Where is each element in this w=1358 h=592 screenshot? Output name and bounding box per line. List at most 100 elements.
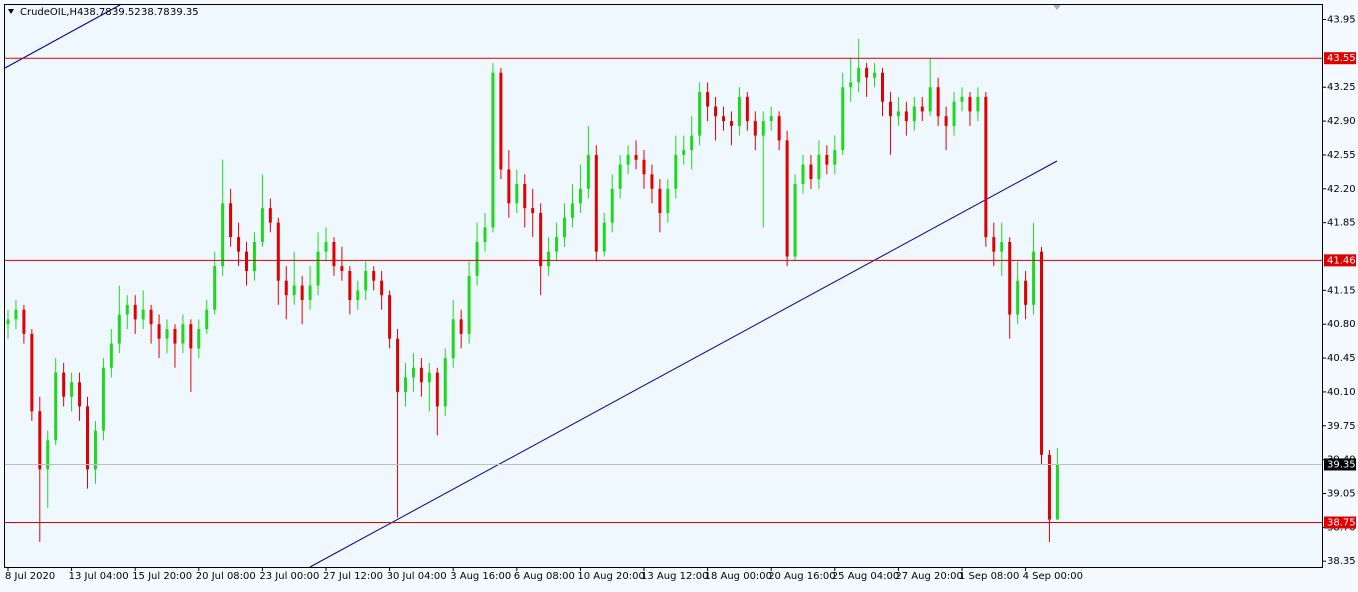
candle-body [912, 106, 916, 122]
x-tick-label: 15 Jul 20:00 [132, 571, 192, 582]
candle-body [690, 135, 694, 151]
candle-body [22, 309, 26, 334]
candle-body [237, 237, 241, 252]
y-tick-label: 39.05 [1327, 488, 1356, 499]
y-tick-label: 43.25 [1327, 82, 1356, 93]
candle-body [86, 406, 89, 470]
candle-body [896, 111, 900, 117]
y-tick-label: 43.95 [1327, 15, 1356, 26]
candle-body [626, 154, 630, 165]
candle-body [515, 183, 519, 204]
candle-body [825, 154, 829, 165]
candle-body [1032, 251, 1036, 305]
candle-body [388, 295, 392, 339]
candle-body [324, 241, 328, 252]
x-tick-label: 30 Jul 04:00 [387, 571, 447, 582]
y-tick-label: 41.85 [1327, 218, 1356, 229]
candle-body [817, 154, 821, 180]
candle-body [602, 222, 606, 252]
candle-body [499, 72, 503, 170]
y-tick-label: 39.75 [1327, 421, 1356, 432]
candle-body [213, 266, 217, 310]
candle-body [260, 208, 264, 242]
candle-body [881, 72, 884, 102]
candle-body [117, 314, 121, 344]
candle-body [1047, 454, 1051, 520]
candle-body [745, 96, 749, 122]
candle-body [682, 150, 686, 155]
candle-body [833, 150, 837, 165]
x-tick-label: 27 Aug 20:00 [895, 571, 962, 582]
candle-body [46, 440, 50, 470]
candle-body [451, 319, 455, 359]
y-tick-label: 40.10 [1327, 387, 1356, 398]
x-tick-label: 1 Sep 08:00 [959, 571, 1019, 582]
candle-body [507, 169, 511, 204]
candle-body [491, 72, 495, 228]
candle-body [849, 82, 853, 88]
candle-body [714, 106, 718, 117]
candle-body [181, 324, 185, 344]
trend-line [309, 160, 1058, 568]
x-tick-label: 13 Aug 12:00 [641, 571, 708, 582]
candle-body [372, 271, 376, 281]
candle-body [332, 241, 336, 267]
level-label-bg [1324, 52, 1356, 65]
candle-body [666, 188, 670, 213]
candle-body [14, 309, 18, 320]
candle-body [173, 329, 177, 344]
candle-body [960, 96, 964, 102]
candle-body [642, 159, 646, 175]
candle-body [1055, 464, 1059, 520]
y-tick-label: 42.20 [1327, 184, 1356, 195]
x-tick-label: 20 Jul 08:00 [196, 571, 256, 582]
candle-body [149, 309, 153, 325]
candle-body [435, 372, 439, 407]
candle-body [944, 116, 948, 126]
candle-body [427, 372, 431, 383]
x-tick-label: 23 Jul 00:00 [259, 571, 319, 582]
candle-body [475, 241, 479, 276]
candle-body [109, 343, 113, 368]
y-tick-label: 42.90 [1327, 116, 1356, 127]
y-tick-label: 42.55 [1327, 150, 1356, 161]
candle-body [586, 154, 590, 189]
x-tick-label: 18 Aug 00:00 [705, 571, 772, 582]
candle-body [165, 329, 169, 339]
candle-body [252, 241, 256, 272]
candle-body [467, 275, 471, 334]
candle-body [1040, 251, 1043, 455]
candle-body [563, 217, 566, 238]
candle-body [873, 72, 877, 78]
candle-body [101, 367, 105, 431]
candle-body [340, 266, 344, 272]
candle-body [841, 87, 845, 151]
candle-body [276, 222, 280, 281]
candle-body [904, 111, 908, 122]
candle-body [777, 116, 781, 141]
symbol: CrudeOIL,H4 [20, 7, 83, 18]
candle-body [650, 174, 654, 189]
candle-body [419, 367, 423, 383]
candle-body [729, 121, 733, 126]
x-tick-label: 10 Aug 20:00 [577, 571, 644, 582]
candle-body [443, 358, 447, 407]
candle-body [189, 324, 193, 349]
candle-body [555, 237, 559, 252]
candle-body [1016, 280, 1020, 315]
candle-body [396, 338, 400, 392]
level-label-bg [1324, 254, 1356, 267]
candle-body [62, 372, 66, 397]
candle-body [737, 96, 741, 126]
candle-body [1024, 280, 1028, 305]
candle-body [578, 188, 582, 204]
candle-body [459, 319, 463, 334]
candle-body [30, 333, 34, 412]
candle-body [411, 367, 415, 378]
candle-body [793, 183, 797, 257]
scroll-marker [1053, 5, 1061, 10]
candle-body [618, 164, 622, 189]
candle-body [308, 285, 312, 301]
price-label: 39.35 [1327, 459, 1356, 470]
